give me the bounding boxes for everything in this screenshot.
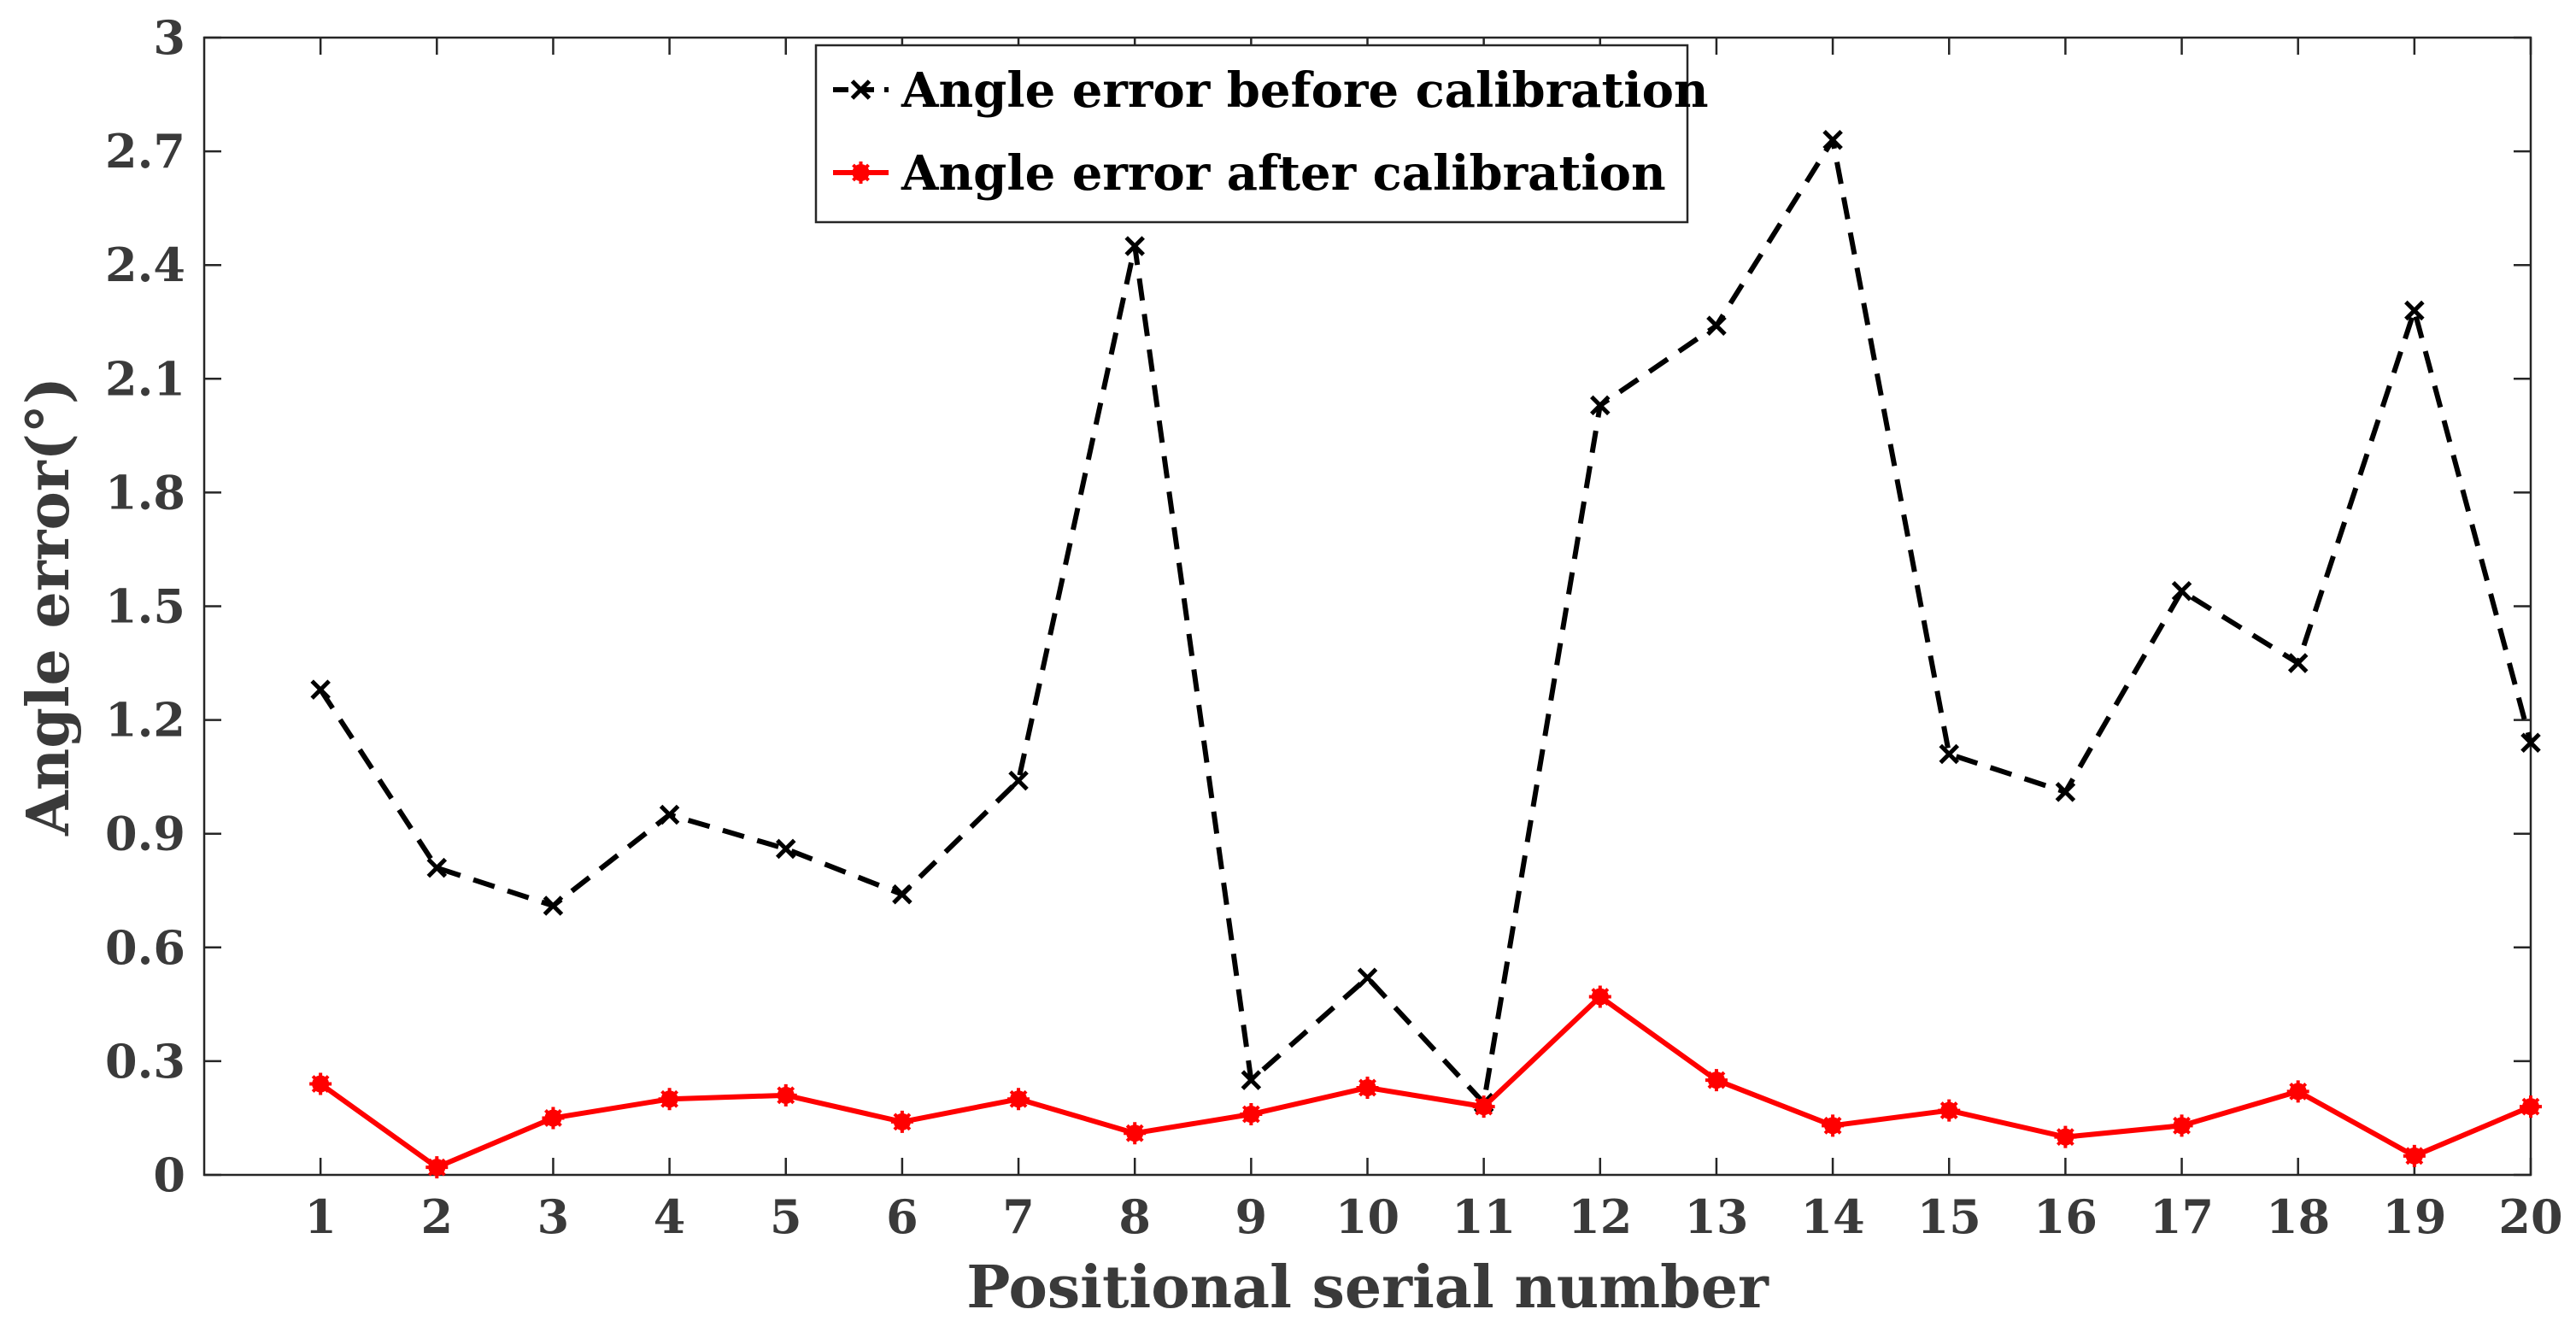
data-point [543, 895, 564, 916]
x-tick-label: 13 [1684, 1189, 1748, 1244]
data-point [2286, 1080, 2309, 1103]
legend-label: Angle error after calibration [901, 145, 1666, 202]
data-point [1357, 967, 1378, 989]
data-point [1822, 1114, 1845, 1137]
data-point [1590, 395, 1611, 416]
data-point [1822, 130, 1843, 150]
x-tick-label: 20 [2498, 1189, 2562, 1244]
x-tick-label: 1 [304, 1189, 337, 1244]
x-tick-label: 4 [654, 1189, 686, 1244]
data-point [1240, 1103, 1263, 1126]
x-tick-label: 15 [1917, 1189, 1981, 1244]
data-point [2520, 732, 2541, 753]
x-tick-label: 5 [770, 1189, 802, 1244]
data-point [1007, 1088, 1030, 1111]
x-tick-label: 3 [537, 1189, 570, 1244]
data-point [1706, 315, 1727, 336]
series-line [319, 994, 2532, 1171]
data-point [2520, 1095, 2542, 1118]
y-tick-label: 0.6 [105, 920, 185, 975]
x-tick-label: 9 [1235, 1189, 1268, 1244]
x-tick-label: 14 [1801, 1189, 1865, 1244]
data-point [892, 884, 912, 905]
x-tick-label: 2 [421, 1189, 454, 1244]
data-point [2403, 1144, 2426, 1167]
y-tick-label: 2.7 [105, 124, 185, 179]
data-point [310, 679, 331, 700]
y-tick-label: 1.8 [105, 465, 185, 520]
series-layer [309, 130, 2542, 1179]
y-tick-label: 1.2 [105, 693, 185, 748]
x-tick-label: 12 [1568, 1189, 1632, 1244]
data-point [2404, 300, 2425, 321]
series-before-calibration [310, 130, 2541, 1113]
data-point [1938, 1099, 1961, 1122]
data-point [1705, 1069, 1728, 1092]
data-point [774, 1083, 797, 1107]
y-tick-label: 1.5 [105, 579, 185, 634]
data-point [1356, 1076, 1379, 1099]
axes: 00.30.60.91.21.51.82.12.42.731 2 3 4 5 6 7 8 9 10… [105, 10, 2563, 1244]
data-point [2287, 653, 2309, 673]
data-point [1124, 236, 1145, 256]
data-point [1124, 1122, 1147, 1145]
data-point [309, 1072, 332, 1095]
x-tick-label: 6 [886, 1189, 918, 1244]
data-point [2171, 580, 2192, 602]
y-tick-label: 0.9 [105, 807, 185, 861]
data-point [775, 838, 796, 860]
legend-marker [850, 79, 871, 100]
legend: Angle error before calibration Angle erro… [814, 44, 1709, 224]
data-point [1939, 743, 1960, 765]
legend-marker [849, 161, 872, 184]
y-axis-title: Angle error(°) [15, 377, 83, 837]
data-point [659, 804, 680, 825]
x-axis-title: Positional serial number [966, 1253, 1769, 1321]
legend-box [814, 44, 1689, 224]
x-tick-label: 16 [2033, 1189, 2098, 1244]
x-tick-label: 7 [1002, 1189, 1035, 1244]
data-point [1472, 1095, 1495, 1118]
data-point [1241, 1070, 1262, 1090]
y-tick-label: 0 [153, 1148, 185, 1202]
y-tick-label: 3 [153, 10, 185, 65]
x-tick-label: 18 [2266, 1189, 2330, 1244]
data-point [890, 1110, 913, 1133]
data-point [1008, 770, 1029, 791]
x-tick-label: 8 [1118, 1189, 1151, 1244]
y-tick-label: 2.4 [105, 238, 185, 292]
x-tick-label: 19 [2382, 1189, 2446, 1244]
x-tick-label: 10 [1335, 1189, 1399, 1244]
data-point [2170, 1114, 2193, 1137]
data-point [542, 1107, 565, 1130]
y-tick-label: 2.1 [105, 351, 185, 406]
data-point [425, 1156, 449, 1179]
data-point [1588, 985, 1611, 1008]
data-point [658, 1088, 681, 1111]
x-tick-label: 17 [2150, 1189, 2214, 1244]
data-point [2054, 1125, 2077, 1148]
series-after-calibration [309, 985, 2542, 1179]
legend-label: Angle error before calibration [901, 62, 1709, 119]
y-tick-label: 0.3 [105, 1034, 185, 1089]
data-point [426, 857, 448, 878]
data-point [2055, 782, 2076, 802]
x-tick-label: 11 [1452, 1189, 1516, 1244]
series-line [318, 137, 2533, 1106]
